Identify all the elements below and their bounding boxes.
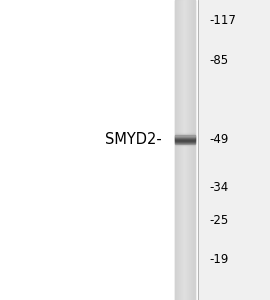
Bar: [178, 0, 179, 300]
Bar: [175, 147, 195, 148]
Bar: [184, 0, 185, 300]
Text: -85: -85: [209, 53, 228, 67]
Bar: [175, 144, 195, 145]
Bar: [180, 0, 181, 300]
Bar: [175, 133, 195, 134]
Bar: [189, 0, 190, 300]
Bar: [175, 145, 195, 146]
Text: -19: -19: [209, 253, 229, 266]
Bar: [175, 135, 195, 136]
Bar: [191, 0, 192, 300]
Bar: [175, 140, 195, 141]
Bar: [175, 132, 195, 133]
Bar: [175, 139, 195, 140]
Bar: [175, 142, 195, 143]
Bar: [193, 0, 194, 300]
Text: -34: -34: [209, 181, 228, 194]
Bar: [175, 134, 195, 135]
Bar: [175, 137, 195, 138]
Bar: [175, 143, 195, 144]
Bar: [175, 136, 195, 137]
Bar: [190, 0, 191, 300]
Bar: [192, 0, 193, 300]
Bar: [175, 131, 195, 132]
Bar: [186, 0, 187, 300]
Bar: [179, 0, 180, 300]
Bar: [198, 0, 270, 300]
Bar: [185, 0, 186, 300]
Text: -49: -49: [209, 133, 229, 146]
Bar: [176, 0, 177, 300]
Bar: [187, 0, 188, 300]
Bar: [177, 0, 178, 300]
Text: SMYD2-: SMYD2-: [105, 132, 162, 147]
Bar: [175, 146, 195, 147]
Bar: [194, 0, 195, 300]
Bar: [175, 138, 195, 139]
Bar: [175, 136, 195, 137]
Text: -25: -25: [209, 214, 228, 227]
Bar: [182, 0, 183, 300]
Bar: [0, 0, 198, 300]
Bar: [188, 0, 189, 300]
Text: -117: -117: [209, 14, 236, 28]
Bar: [183, 0, 184, 300]
Bar: [175, 0, 176, 300]
Bar: [181, 0, 182, 300]
Bar: [175, 141, 195, 142]
